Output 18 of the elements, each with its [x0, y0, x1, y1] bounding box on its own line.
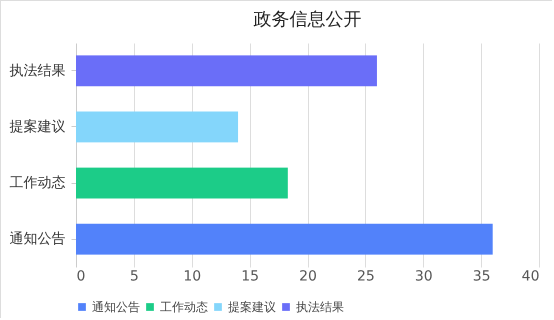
legend-label: 执法结果 — [296, 300, 344, 314]
x-tick-label: 0 — [76, 268, 86, 284]
x-tick-label: 15 — [241, 268, 260, 284]
x-tick-label: 35 — [472, 268, 491, 284]
y-tick-label: 工作动态 — [10, 175, 66, 192]
y-tick-label: 执法结果 — [10, 62, 66, 79]
x-tick-label: 20 — [299, 268, 317, 284]
x-tick-label: 30 — [414, 268, 433, 284]
x-tick-label: 5 — [130, 268, 139, 284]
x-tick-label: 25 — [356, 268, 375, 284]
legend-label: 通知公告 — [92, 300, 140, 314]
legend-label: 提案建议 — [228, 300, 276, 314]
x-tick-label: 40 — [522, 268, 540, 284]
x-tick-label: 10 — [183, 268, 202, 284]
chart-title: 政务信息公开 — [254, 9, 362, 30]
y-tick-label: 提案建议 — [10, 118, 66, 135]
legend-label: 工作动态 — [160, 300, 208, 314]
y-tick-label: 通知公告 — [10, 231, 66, 248]
